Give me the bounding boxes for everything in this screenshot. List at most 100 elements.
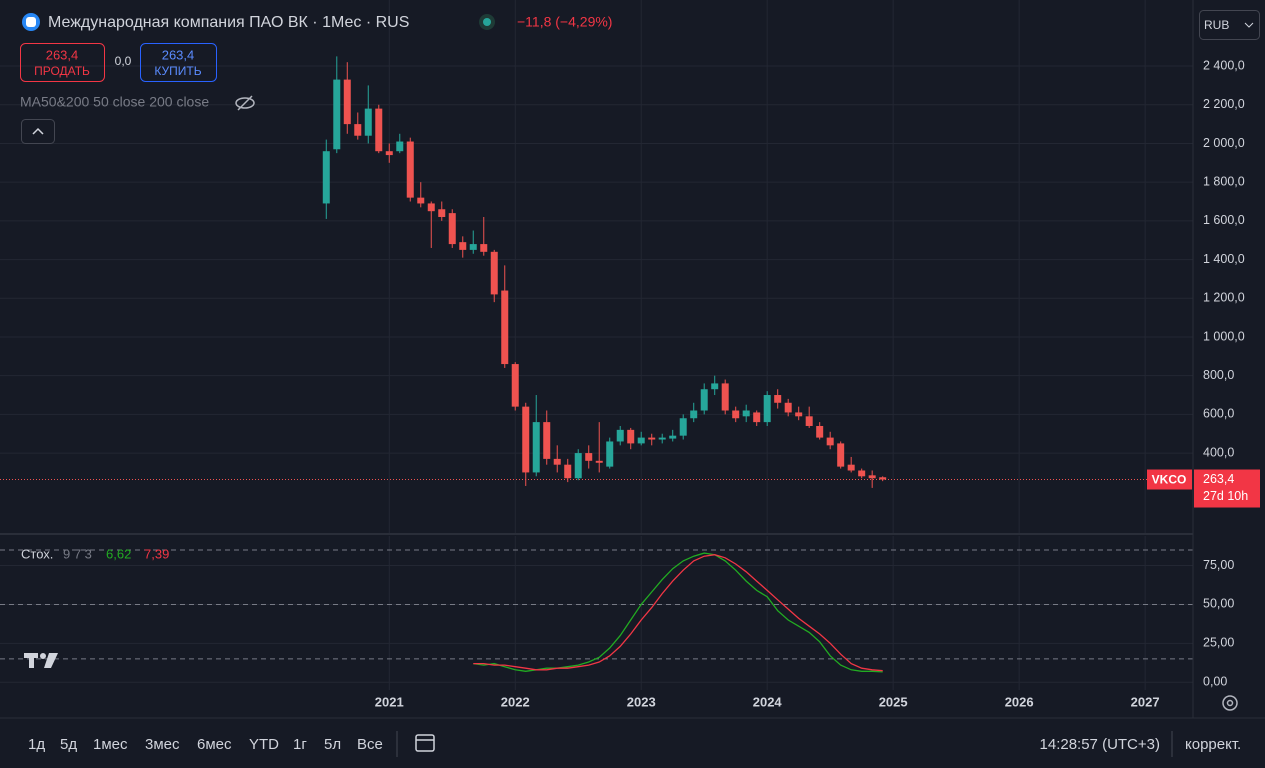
marks: VKCO 263,4 27d 10h (0, 56, 1260, 673)
candle-body (732, 410, 740, 419)
candle-body (469, 244, 477, 250)
candle-body (459, 242, 467, 250)
buy-price: 263,4 (162, 47, 195, 62)
range-button[interactable]: YTD (249, 736, 279, 753)
x-tick-label: 2021 (375, 694, 404, 709)
range-button[interactable]: 1мес (93, 736, 128, 753)
stoch-name: Стох. (21, 546, 53, 561)
y-tick-label: 1 800,0 (1203, 174, 1245, 188)
sell-label: ПРОДАТЬ (34, 64, 90, 78)
candle-body (417, 197, 425, 204)
dropdown-icon (1244, 22, 1254, 28)
candle-body (595, 460, 603, 463)
y-tick-label: 2 200,0 (1203, 97, 1245, 111)
range-button[interactable]: 5д (60, 736, 77, 753)
candle-body (364, 108, 372, 136)
adjust-button[interactable]: коррект. (1185, 736, 1241, 753)
range-bar: 1д 5д 1мес 3мес 6мес YTD 1г 5л Все (28, 736, 383, 753)
buy-button[interactable] (140, 43, 217, 82)
x-tick-label: 2023 (627, 694, 656, 709)
candle-body (700, 389, 708, 411)
range-button[interactable]: Все (357, 736, 383, 753)
currency: RUB (1204, 18, 1229, 32)
candle-body (795, 412, 803, 417)
status-dot (483, 18, 491, 26)
y-tick-label: 800,0 (1203, 368, 1234, 382)
price-badge (1194, 469, 1260, 508)
candle-body (532, 422, 540, 473)
range-button[interactable]: 3мес (145, 736, 180, 753)
range-button[interactable]: 6мес (197, 736, 232, 753)
grid: 2021 2022 2023 2024 2025 2026 2027 400,0 600,0 80… (0, 0, 1245, 709)
candle-body (574, 453, 582, 479)
candle-body (448, 213, 456, 245)
y-tick-label: 2 400,0 (1203, 58, 1245, 72)
y-tick-label: 1 000,0 (1203, 329, 1245, 343)
collapse-icon (32, 127, 44, 135)
y-tick-label: 25,00 (1203, 636, 1234, 650)
y-tick-label: 75,00 (1203, 558, 1234, 572)
currency-select[interactable] (1199, 10, 1260, 40)
candle-body (826, 437, 834, 446)
title: Международная компания ПАО ВК · 1Мес · R… (48, 14, 409, 31)
change: −11,8 (−4,29%) (517, 14, 612, 30)
y-tick-label: 400,0 (1203, 445, 1234, 459)
candle-body (616, 429, 624, 442)
candle-body (711, 383, 719, 390)
x-tick-label: 2022 (501, 694, 530, 709)
y-tick-label: 0,00 (1203, 675, 1227, 689)
candle-body (679, 418, 687, 436)
symbol-label: VKCO (1152, 473, 1187, 487)
candle-body (543, 422, 551, 459)
candle-body (354, 124, 362, 136)
stoch-line (473, 552, 883, 673)
stoch-line (473, 554, 883, 672)
stoch-d-value: 7,39 (144, 546, 169, 561)
candle-body (522, 406, 530, 473)
y-tick-label: 1 200,0 (1203, 291, 1245, 305)
candle-body (511, 364, 519, 407)
symbol-badge (1147, 469, 1192, 490)
candle-body (669, 435, 677, 439)
candle-body (858, 470, 866, 477)
logo-mark (26, 17, 36, 27)
buy-label: КУПИТЬ (154, 64, 201, 78)
spread: 0,0 (115, 54, 132, 68)
candle-body (501, 290, 509, 365)
y-tick-label: 50,00 (1203, 597, 1234, 611)
hide-icon[interactable] (235, 95, 255, 111)
y-tick-label: 1 400,0 (1203, 252, 1245, 266)
candle-body (784, 402, 792, 413)
candle-body (606, 441, 614, 467)
candle-body (742, 410, 750, 417)
candle-body (375, 108, 383, 152)
candle-body (406, 141, 414, 198)
candle-body (690, 410, 698, 419)
sell-button[interactable] (20, 43, 105, 82)
collapse-button[interactable] (21, 119, 55, 144)
countdown: 27d 10h (1203, 489, 1248, 503)
candle-body (805, 416, 813, 426)
y-tick-label: 1 600,0 (1203, 213, 1245, 227)
range-button[interactable]: 1г (293, 736, 307, 753)
settings-icon[interactable] (1222, 695, 1238, 711)
x-tick-label: 2024 (753, 694, 783, 709)
candle-body (585, 453, 593, 461)
candle-body (396, 141, 404, 152)
candle-body (847, 464, 855, 471)
calendar-icon[interactable] (415, 734, 435, 752)
y-tick-label: 600,0 (1203, 407, 1234, 421)
y-tick-label: 2 000,0 (1203, 136, 1245, 150)
candle-body (385, 151, 393, 156)
candle-body (648, 437, 656, 440)
range-button[interactable]: 1д (28, 736, 45, 753)
candle-body (490, 251, 498, 295)
candle-body (753, 412, 761, 423)
candle-body (553, 458, 561, 465)
range-button[interactable]: 5л (324, 736, 341, 753)
candle-body (627, 429, 635, 444)
candle-body (868, 475, 876, 479)
